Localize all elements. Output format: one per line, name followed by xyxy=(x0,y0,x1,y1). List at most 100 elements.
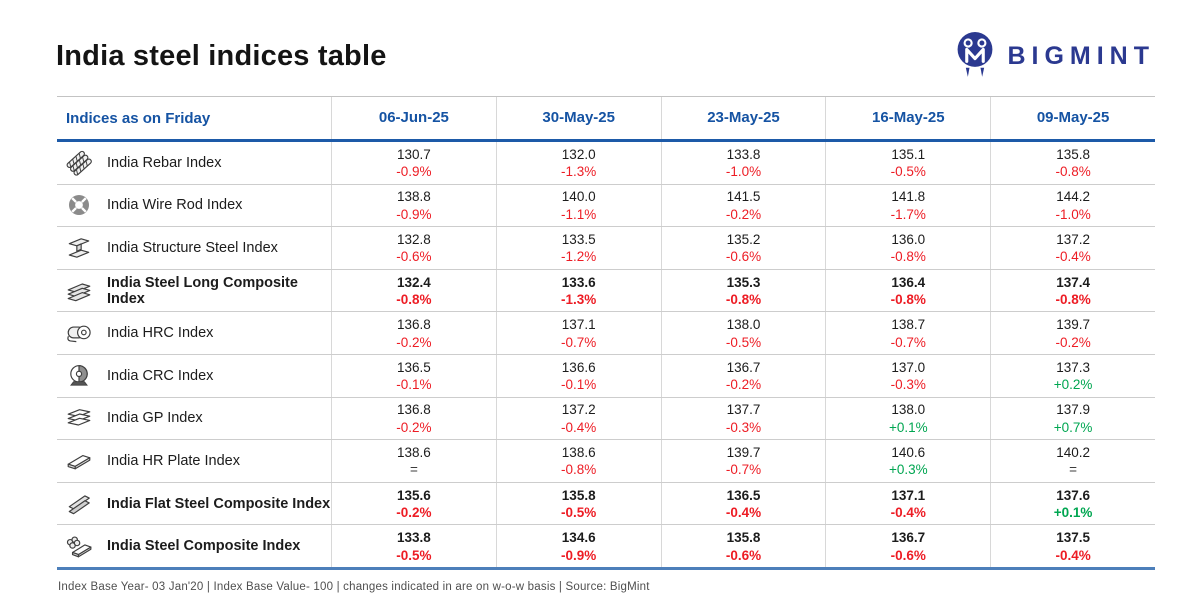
table-row: India Structure Steel Index 132.8 -0.6% 133… xyxy=(57,227,1155,270)
index-name: India Wire Rod Index xyxy=(107,197,243,214)
value-cell: 135.6 -0.2% xyxy=(331,482,496,525)
crc-coil-icon xyxy=(64,361,94,391)
value-cell: 139.7 -0.7% xyxy=(660,440,826,482)
index-name: India GP Index xyxy=(107,410,203,427)
value-cell: 137.1 -0.7% xyxy=(495,312,661,354)
wow-change: -0.7% xyxy=(890,334,926,350)
table-row: India Steel Long Composite Index 132.4 -0.… xyxy=(57,269,1155,313)
wow-change: -0.3% xyxy=(725,419,762,435)
value-cell: 137.2 -0.4% xyxy=(495,397,661,440)
wow-change: -0.2% xyxy=(396,419,432,435)
value-cell: 144.2 -1.0% xyxy=(990,184,1155,227)
wow-change: -0.2% xyxy=(725,377,762,393)
value-cell: 135.8 -0.6% xyxy=(660,525,826,567)
index-value: 135.8 xyxy=(561,487,596,503)
table-row: India HR Plate Index 138.6 = 138.6 -0.8% 139.… xyxy=(57,440,1155,483)
value-cell: 138.6 -0.8% xyxy=(495,440,661,482)
index-label-cell: India GP Index xyxy=(57,398,331,440)
wow-change: -0.9% xyxy=(561,547,597,563)
index-value: 136.8 xyxy=(397,317,431,333)
page-header: India steel indices table BIGMINT xyxy=(0,0,1200,82)
value-cell: 138.8 -0.9% xyxy=(331,184,496,227)
value-cell: 139.7 -0.2% xyxy=(990,312,1155,354)
date-column-header: 06-Jun-25 xyxy=(331,97,496,139)
value-cell: 137.6 +0.1% xyxy=(990,482,1155,525)
value-cell: 136.5 -0.1% xyxy=(331,354,496,397)
wow-change: +0.1% xyxy=(1053,505,1093,521)
value-cell: 135.8 -0.5% xyxy=(495,482,661,525)
value-cell: 132.4 -0.8% xyxy=(331,269,496,312)
index-value: 133.6 xyxy=(561,274,596,290)
index-value: 137.6 xyxy=(1056,487,1090,503)
value-cell: 136.7 -0.2% xyxy=(660,354,826,397)
value-cell: 138.0 -0.5% xyxy=(660,312,826,354)
index-value: 144.2 xyxy=(1056,189,1090,205)
indices-table: Indices as on Friday 06-Jun-25 30-May-25 2… xyxy=(57,96,1155,570)
wow-change: -0.6% xyxy=(890,547,926,563)
table-row: India Wire Rod Index 138.8 -0.9% 140.0 -1.1%… xyxy=(57,184,1155,228)
index-value: 141.8 xyxy=(891,189,926,205)
value-cell: 137.9 +0.7% xyxy=(990,397,1155,440)
hr-plate-icon xyxy=(64,446,94,476)
wow-change: = xyxy=(409,462,418,478)
wow-change: -0.5% xyxy=(561,505,597,521)
value-cell: 136.7 -0.6% xyxy=(825,525,990,567)
value-cell: 137.7 -0.3% xyxy=(660,397,826,440)
index-value: 135.2 xyxy=(726,231,761,247)
index-value: 140.0 xyxy=(561,189,596,205)
index-name: India Steel Long Composite Index xyxy=(107,274,298,307)
gp-sheets-icon xyxy=(64,403,94,433)
index-value: 138.0 xyxy=(891,402,926,418)
value-cell: 133.5 -1.2% xyxy=(495,227,661,269)
date-column-header: 16-May-25 xyxy=(825,97,990,139)
index-label-cell: India Structure Steel Index xyxy=(57,227,331,269)
index-value: 137.5 xyxy=(1056,530,1090,546)
index-name: India Rebar Index xyxy=(107,154,222,171)
rebar-bundle-icon xyxy=(64,148,94,178)
index-value: 130.7 xyxy=(397,146,431,162)
index-name: India Structure Steel Index xyxy=(107,239,278,256)
value-cell: 137.0 -0.3% xyxy=(825,354,990,397)
index-value: 135.3 xyxy=(726,274,761,290)
value-cell: 137.4 -0.8% xyxy=(990,269,1155,312)
wire-rod-coil-icon xyxy=(64,190,94,220)
index-value: 136.8 xyxy=(397,402,431,418)
index-value: 138.6 xyxy=(397,444,431,460)
index-value: 138.8 xyxy=(397,189,431,205)
wow-change: -0.6% xyxy=(725,547,762,563)
index-value: 132.8 xyxy=(397,231,431,247)
index-value: 136.5 xyxy=(726,487,761,503)
value-cell: 140.6 +0.3% xyxy=(825,440,990,482)
index-value: 137.1 xyxy=(891,487,926,503)
value-cell: 141.5 -0.2% xyxy=(660,184,826,227)
index-label-cell: India Wire Rod Index xyxy=(57,185,331,227)
wow-change: -0.5% xyxy=(890,164,926,180)
wow-change: -0.4% xyxy=(725,505,762,521)
wow-change: -0.4% xyxy=(1055,547,1091,563)
value-cell: 132.0 -1.3% xyxy=(495,142,661,184)
value-cell: 136.8 -0.2% xyxy=(331,312,496,354)
index-value: 136.5 xyxy=(397,359,431,375)
value-cell: 136.0 -0.8% xyxy=(825,227,990,269)
index-value: 137.9 xyxy=(1056,402,1090,418)
index-value: 139.7 xyxy=(1056,317,1090,333)
index-value: 137.7 xyxy=(726,402,761,418)
index-value: 135.8 xyxy=(1056,146,1090,162)
value-cell: 137.3 +0.2% xyxy=(990,354,1155,397)
value-cell: 136.8 -0.2% xyxy=(331,397,496,440)
table-row: India CRC Index 136.5 -0.1% 136.6 -0.1% 136.7… xyxy=(57,354,1155,398)
value-cell: 135.3 -0.8% xyxy=(660,269,826,312)
wow-change: = xyxy=(1069,462,1078,478)
wow-change: -0.8% xyxy=(1055,164,1091,180)
wow-change: +0.3% xyxy=(888,462,928,478)
index-name: India HR Plate Index xyxy=(107,452,240,469)
wow-change: -1.3% xyxy=(561,292,597,308)
value-cell: 134.6 -0.9% xyxy=(495,525,661,567)
value-cell: 133.8 -1.0% xyxy=(660,142,826,184)
index-value: 133.5 xyxy=(561,231,596,247)
index-value: 140.2 xyxy=(1056,444,1090,460)
index-value: 134.6 xyxy=(561,530,596,546)
wow-change: -0.6% xyxy=(396,249,432,265)
wow-change: -0.1% xyxy=(396,377,432,393)
